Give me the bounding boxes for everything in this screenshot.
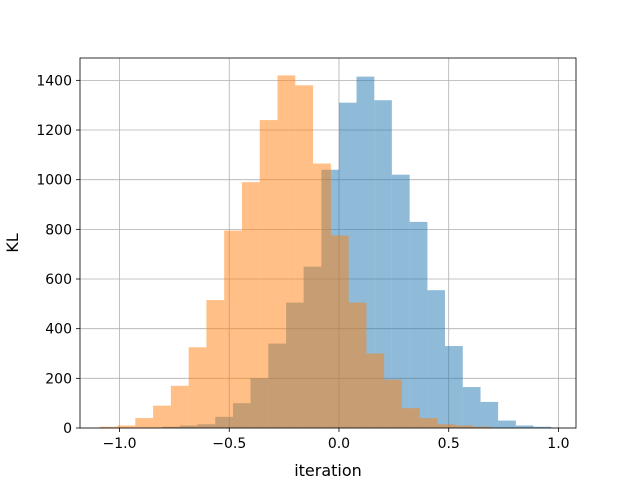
histogram-bar-series-2 <box>401 408 420 428</box>
y-tick-label: 1400 <box>36 73 72 89</box>
histogram-bar-series-2 <box>330 235 349 428</box>
histogram-bar-series-1 <box>409 221 428 428</box>
histogram-bar-series-2 <box>473 426 491 428</box>
histogram-bar-series-2 <box>419 418 438 428</box>
y-tick-label: 800 <box>45 222 72 238</box>
y-tick-label: 400 <box>45 322 72 338</box>
histogram-bars <box>99 75 552 429</box>
histogram-bar-series-2 <box>241 182 260 428</box>
histogram-bar-series-2 <box>313 163 331 428</box>
histogram-bar-series-2 <box>348 302 367 428</box>
histogram-bar-series-2 <box>206 300 225 428</box>
histogram-bar-series-1 <box>515 425 534 428</box>
y-tick-label: 0 <box>63 421 72 437</box>
histogram-bar-series-2 <box>277 75 296 428</box>
histogram-bar-series-2 <box>188 347 207 428</box>
y-tick-label: 200 <box>45 371 72 387</box>
histogram-bar-series-2 <box>170 385 189 428</box>
histogram-bar-series-2 <box>295 85 314 429</box>
y-tick-label: 600 <box>45 272 72 288</box>
y-axis-label: KL <box>3 233 22 252</box>
plot-frame <box>79 57 577 429</box>
histogram-bar-series-1 <box>427 290 445 428</box>
histogram-bar-series-2 <box>384 379 402 428</box>
histogram-bar-series-1 <box>391 174 410 428</box>
histogram-bar-series-2 <box>117 425 136 428</box>
histogram-bar-series-2 <box>153 405 171 428</box>
x-tick-label: −1.0 <box>103 436 137 452</box>
histogram-bar-series-1 <box>480 401 499 428</box>
x-tick-label: 0.5 <box>438 436 460 452</box>
y-tick-label: 1200 <box>36 123 72 139</box>
axis-ticks: −1.0 −0.5 0.0 0.5 1.0 0 200 400 600 800 1000 1200 14… <box>36 73 569 452</box>
histogram-bar-series-2 <box>366 353 385 428</box>
histogram-bar-series-1 <box>444 346 463 428</box>
histogram-bar-series-2 <box>224 230 242 428</box>
x-tick-label: 0.0 <box>328 436 350 452</box>
histogram-bar-series-2 <box>99 426 118 428</box>
histogram-bar-series-1 <box>462 387 481 428</box>
x-tick-label: 1.0 <box>547 436 569 452</box>
y-tick-label: 1000 <box>36 173 72 189</box>
histogram-bar-series-1 <box>533 426 552 428</box>
histogram-bar-series-2 <box>437 424 456 428</box>
histogram-bar-series-2 <box>135 418 154 428</box>
x-axis-label: iteration <box>294 461 362 480</box>
x-tick-label: −0.5 <box>212 436 246 452</box>
histogram-bar-series-2 <box>259 120 278 428</box>
histogram-bar-series-1 <box>498 420 516 428</box>
histogram-bar-series-1 <box>374 100 392 428</box>
histogram-bar-series-2 <box>455 425 474 428</box>
